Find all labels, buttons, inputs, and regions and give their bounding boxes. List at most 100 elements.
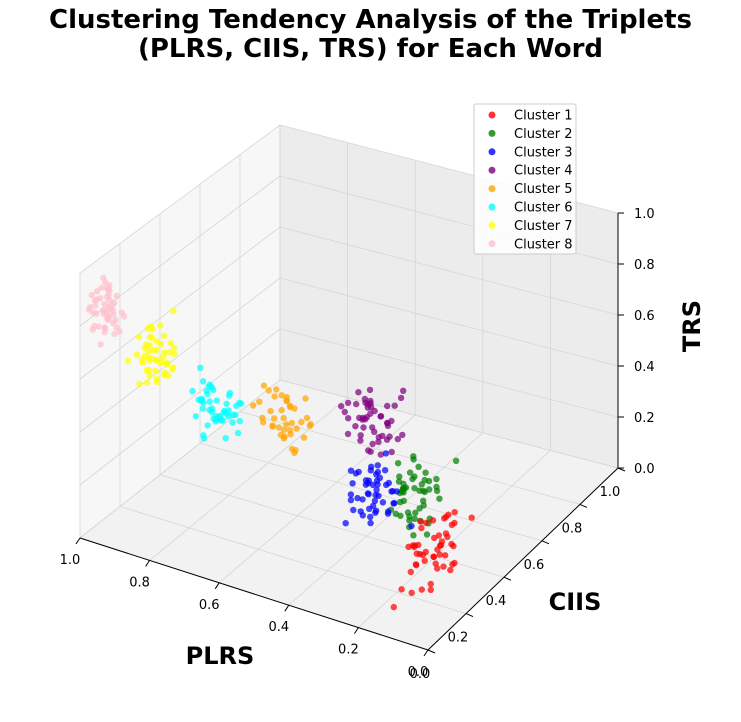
data-point-cluster-1 — [427, 580, 434, 588]
data-point-cluster-8 — [89, 309, 97, 316]
chart-title: Clustering Tendency Analysis of the Trip… — [0, 6, 741, 64]
data-point-cluster-1 — [451, 519, 458, 527]
data-point-cluster-4 — [338, 403, 345, 410]
y-tick-mark — [503, 576, 512, 581]
data-point-cluster-5 — [260, 382, 268, 389]
legend-label: Cluster 6 — [514, 201, 573, 216]
y-tick-label: 1.0 — [600, 485, 621, 500]
grid-line — [149, 397, 348, 561]
data-point-cluster-4 — [352, 423, 359, 430]
data-point-cluster-2 — [396, 498, 404, 506]
data-point-cluster-5 — [280, 414, 287, 422]
data-point-cluster-8 — [88, 291, 95, 299]
x-tick-label: 0.8 — [129, 575, 150, 590]
data-point-cluster-7 — [146, 372, 153, 379]
data-point-cluster-8 — [105, 314, 113, 321]
data-point-cluster-3 — [382, 450, 390, 457]
grid-line — [358, 450, 551, 628]
data-point-cluster-7 — [170, 364, 177, 371]
z-axis-title: TRS — [678, 300, 706, 352]
grid-line — [279, 226, 619, 316]
data-point-cluster-4 — [364, 404, 371, 411]
data-point-cluster-4 — [384, 419, 391, 427]
data-point-cluster-7 — [153, 338, 161, 345]
grid-line — [79, 124, 281, 274]
data-point-cluster-4 — [353, 400, 360, 408]
data-point-cluster-4 — [384, 402, 391, 410]
data-point-cluster-7 — [124, 357, 132, 364]
data-point-cluster-4 — [375, 438, 382, 446]
data-point-cluster-5 — [271, 415, 278, 422]
data-point-cluster-7 — [141, 353, 148, 360]
y-tick-mark — [427, 649, 436, 654]
data-point-cluster-1 — [398, 586, 405, 593]
data-point-cluster-2 — [452, 457, 460, 464]
data-point-cluster-7 — [139, 359, 146, 366]
legend-box — [473, 103, 577, 255]
chart-title-line-2: (PLRS, CIIS, TRS) for Each Word — [137, 34, 604, 64]
data-point-cluster-6 — [236, 399, 243, 406]
z-tick-label: 0.4 — [634, 360, 655, 375]
z-tick-label: 0.0 — [634, 462, 655, 477]
pane-left — [80, 125, 280, 538]
legend-label: Cluster 1 — [514, 109, 573, 124]
data-point-cluster-8 — [97, 295, 104, 302]
y-tick-label: 0.2 — [448, 631, 469, 646]
data-point-cluster-3 — [391, 500, 398, 507]
grid-line — [119, 506, 467, 614]
data-point-cluster-4 — [367, 448, 374, 455]
data-point-cluster-1 — [441, 515, 448, 522]
x-axis-line — [79, 537, 429, 651]
data-point-cluster-3 — [342, 520, 349, 527]
data-point-cluster-5 — [260, 419, 267, 426]
data-point-cluster-6 — [205, 383, 213, 390]
grid-line — [288, 432, 484, 606]
data-point-cluster-2 — [392, 510, 400, 518]
data-point-cluster-1 — [434, 565, 441, 572]
legend-label: Cluster 5 — [514, 182, 573, 197]
data-point-cluster-3 — [368, 463, 375, 470]
legend-marker — [488, 240, 496, 248]
data-point-cluster-4 — [357, 432, 364, 439]
data-point-cluster-5 — [265, 387, 272, 394]
data-point-cluster-1 — [436, 551, 443, 558]
legend-marker — [488, 221, 496, 229]
z-tick-label: 0.8 — [634, 258, 655, 273]
x-tick-mark — [284, 604, 290, 612]
data-point-cluster-4 — [388, 448, 395, 456]
data-point-cluster-2 — [410, 453, 417, 460]
data-point-cluster-5 — [280, 426, 288, 433]
data-point-cluster-6 — [192, 413, 199, 420]
data-point-cluster-8 — [101, 324, 109, 331]
legend-label: Cluster 8 — [514, 237, 573, 252]
data-point-cluster-7 — [164, 372, 172, 379]
data-point-cluster-3 — [362, 477, 370, 484]
data-point-cluster-5 — [271, 393, 278, 400]
data-point-cluster-7 — [149, 326, 156, 333]
grid-line — [279, 379, 619, 469]
data-point-cluster-7 — [170, 344, 178, 352]
data-point-cluster-3 — [347, 496, 355, 504]
x-axis-title: PLRS — [186, 642, 255, 670]
chart-title-line-1: Clustering Tendency Analysis of the Trip… — [48, 5, 693, 35]
y-axis-title: CIIS — [549, 588, 602, 616]
z-tick-label: 1.0 — [634, 207, 655, 222]
data-point-cluster-7 — [150, 347, 157, 354]
data-point-cluster-3 — [364, 490, 372, 497]
data-point-cluster-7 — [170, 307, 177, 315]
grid-line — [79, 379, 281, 539]
data-point-cluster-5 — [278, 406, 285, 414]
data-point-cluster-5 — [298, 418, 305, 426]
data-point-cluster-5 — [273, 386, 280, 393]
data-point-cluster-6 — [236, 417, 244, 425]
data-point-cluster-6 — [189, 387, 196, 395]
y-tick-label: 0.4 — [486, 594, 507, 609]
data-point-cluster-4 — [377, 413, 385, 420]
data-point-cluster-6 — [204, 422, 211, 429]
data-point-cluster-6 — [216, 414, 223, 421]
data-point-cluster-6 — [234, 429, 242, 437]
data-point-cluster-6 — [232, 411, 239, 419]
data-point-cluster-7 — [157, 322, 164, 329]
data-point-cluster-6 — [200, 435, 208, 442]
data-point-cluster-8 — [106, 296, 113, 304]
